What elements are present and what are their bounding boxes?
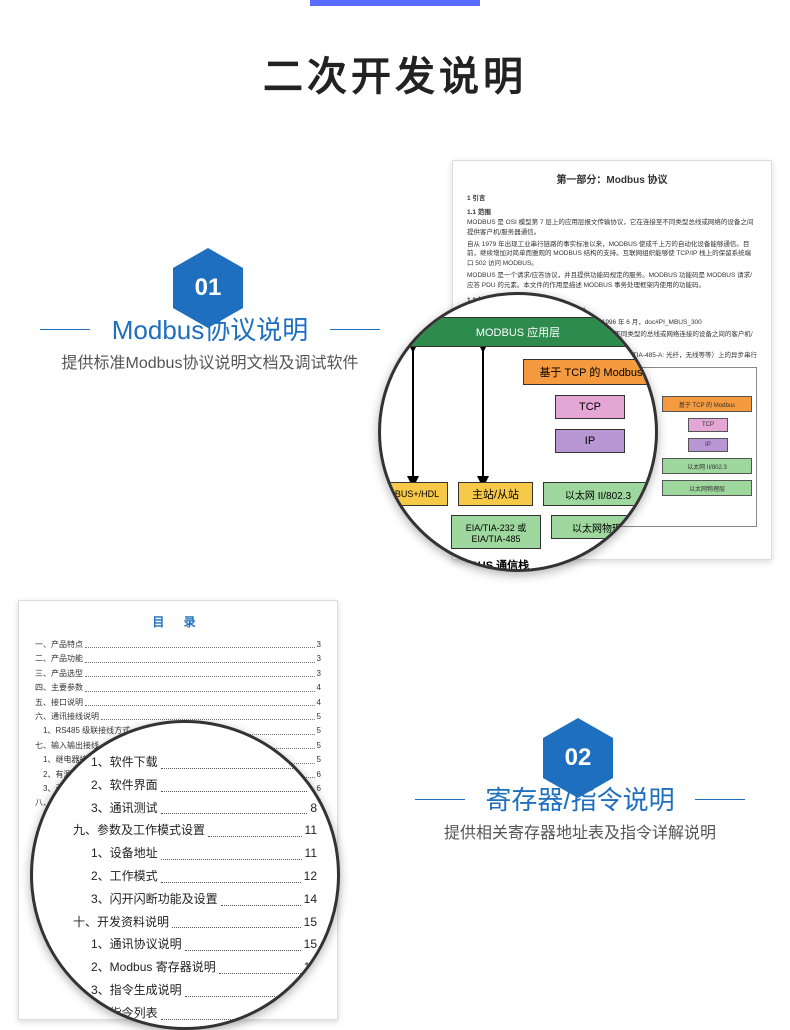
lens-eia: EIA/TIA-232 或 EIA/TIA-485 [451, 515, 541, 549]
doc1-heading: 第一部分：Modbus 协议 [467, 171, 757, 186]
doc1-section-1: 1 引言 [467, 192, 757, 202]
lens-tcp: TCP [555, 395, 625, 419]
diagram-tcp: TCP [688, 418, 728, 432]
diagram-phy: 以太网物理层 [662, 480, 752, 496]
lens-tcp-modbus: 基于 TCP 的 Modbus [523, 359, 658, 385]
doc1-paragraph: 自从 1979 年出现工业串行链路的事实标准以来，MODBUS 使成千上万的自动… [467, 240, 757, 269]
lens-app-layer: MODBUS 应用层 [383, 317, 653, 347]
toc-row: 五、接口说明4 [35, 696, 321, 710]
magnifier-lens-2: 1、软件下载72、软件界面73、通讯测试8九、参数及工作模式设置111、设备地址… [30, 720, 340, 1030]
toc-row: 1、软件下载7 [73, 751, 317, 774]
toc-row: 三、产品选型3 [35, 667, 321, 681]
lens-phys-layer-small: 理层 [378, 515, 408, 537]
toc-row: 2、工作模式12 [73, 865, 317, 888]
section1-description: 提供标准Modbus协议说明文档及调试软件 [60, 352, 360, 376]
top-accent-bar [310, 0, 480, 6]
lens2-toc-list: 1、软件下载72、软件界面73、通讯测试8九、参数及工作模式设置111、设备地址… [33, 723, 337, 1030]
doc2-heading: 目 录 [35, 613, 321, 630]
toc-row: 1、通讯协议说明15 [73, 933, 317, 956]
doc1-paragraph: MODBUS 是一个请求/应答协议，并且提供功能码规定的服务。MODBUS 功能… [467, 271, 757, 291]
doc1-section-1-1: 1.1 范围 [467, 206, 757, 216]
lens-ip: IP [555, 429, 625, 453]
diagram-ip: IP [688, 438, 728, 452]
lens-eth: 以太网 II/802.3 [543, 482, 653, 506]
toc-row: 5、指令详解17 [73, 1025, 317, 1030]
doc1-paragraph: MODBUS 是 OSI 模型第 7 层上的应用层报文传输协议，它在连接至不同类… [467, 218, 757, 238]
toc-row: 四、主要参数4 [35, 681, 321, 695]
badge-02-number: 02 [565, 744, 592, 772]
section1-title: Modbus协议说明 [60, 310, 360, 347]
page-title: 二次开发说明 [0, 44, 790, 102]
diagram-tcp-modbus: 基于 TCP 的 Modbus [662, 396, 752, 412]
lens1-diagram: MODBUS 应用层 基于 TCP 的 Modbus TCP IP DDBUS+… [378, 292, 658, 572]
diagram-eth: 以太网 II/802.3 [662, 458, 752, 474]
lens-caption: 图 1：MODBUS 通信栈 [413, 557, 529, 572]
magnifier-lens-1: MODBUS 应用层 基于 TCP 的 Modbus TCP IP DDBUS+… [378, 292, 658, 572]
toc-row: 九、参数及工作模式设置11 [73, 819, 317, 842]
toc-row: 十、开发资料说明15 [73, 911, 317, 934]
lens-eth-phy: 以太网物理层 [551, 515, 653, 539]
toc-row: 二、产品功能3 [35, 652, 321, 666]
lens-hdl: DDBUS+/HDL [378, 482, 448, 506]
toc-row: 2、软件界面7 [73, 774, 317, 797]
section2-description: 提供相关寄存器地址表及指令详解说明 [430, 822, 730, 846]
section2-title: 寄存器/指令说明 [430, 780, 730, 817]
toc-row: 3、闪开闪断功能及设置14 [73, 888, 317, 911]
toc-row: 一、产品特点3 [35, 638, 321, 652]
toc-row: 3、通讯测试8 [73, 797, 317, 820]
toc-row: 1、设备地址11 [73, 842, 317, 865]
toc-row: 2、Modbus 寄存器说明15 [73, 956, 317, 979]
lens-arrows-icon [393, 347, 533, 487]
badge-01-number: 01 [195, 274, 222, 302]
lens-master-slave: 主站/从站 [458, 482, 533, 506]
